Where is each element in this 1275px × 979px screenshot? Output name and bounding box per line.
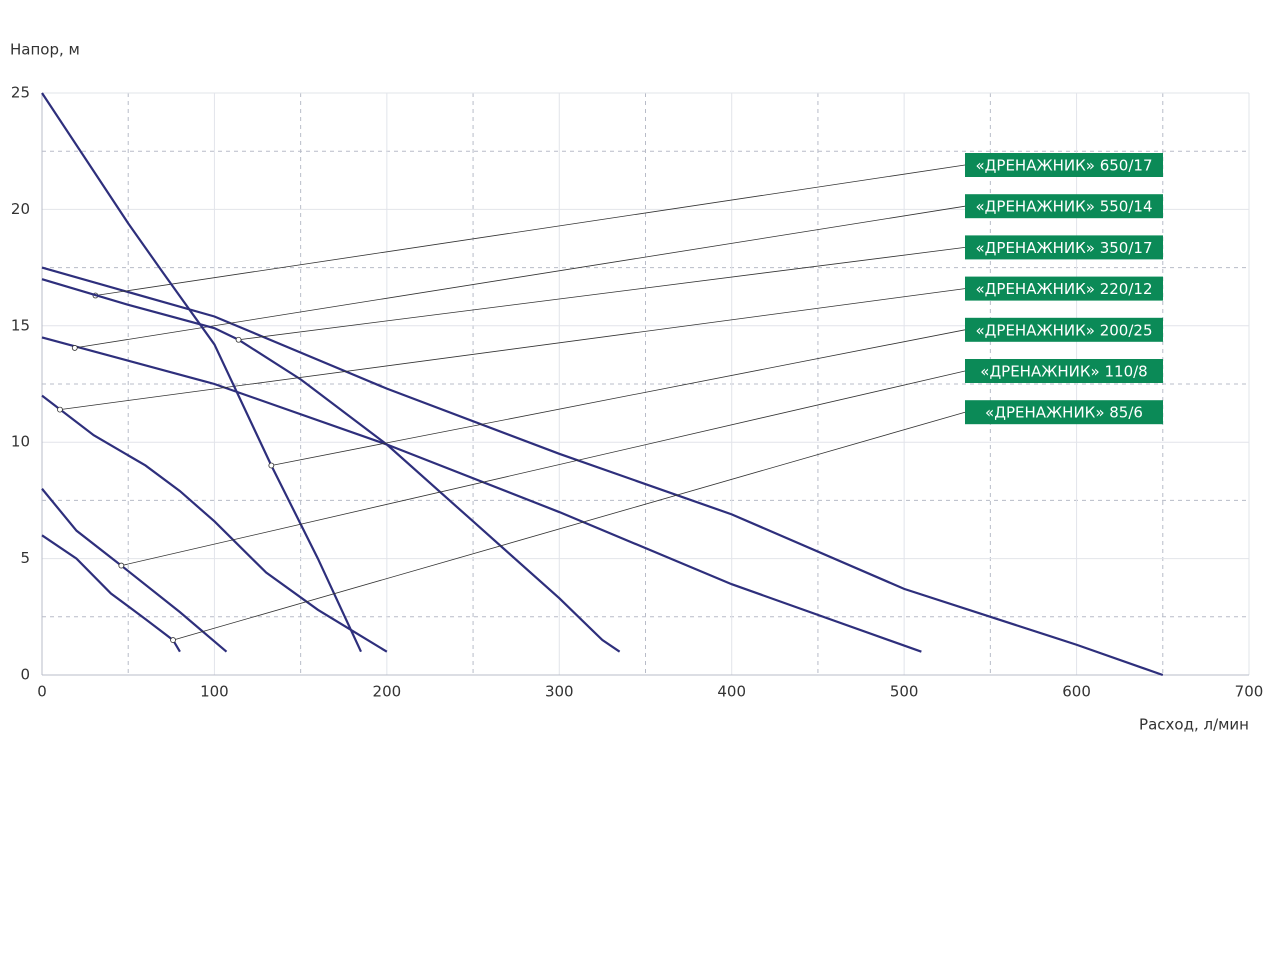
legend-box: [965, 317, 1163, 342]
legend-label: «ДРЕНАЖНИК» 85/6: [985, 404, 1143, 422]
legend-box: [965, 153, 1163, 177]
y-tick-label: 20: [11, 200, 30, 218]
y-tick-label: 25: [11, 84, 30, 102]
x-tick-label: 0: [37, 683, 47, 701]
x-tick-label: 400: [717, 683, 746, 701]
legend-box: [965, 194, 1163, 219]
x-tick-label: 200: [373, 683, 402, 701]
legend-label: «ДРЕНАЖНИК» 650/17: [976, 157, 1153, 175]
legend-label: «ДРЕНАЖНИК» 550/14: [976, 198, 1153, 216]
leader-line: [238, 247, 966, 341]
curve-marker: [268, 462, 275, 469]
legend-box: [965, 359, 1163, 383]
legend-label: «ДРЕНАЖНИК» 110/8: [980, 363, 1147, 381]
y-tick-label: 15: [11, 316, 30, 334]
curve-marker: [235, 336, 242, 343]
legend-label: «ДРЕНАЖНИК» 350/17: [976, 239, 1153, 257]
legend-box: [965, 235, 1163, 260]
y-tick-label: 10: [11, 433, 30, 451]
curve-marker: [57, 406, 63, 413]
y-tick-label: 0: [20, 666, 30, 684]
series-line: [41, 394, 388, 653]
x-tick-label: 700: [1235, 683, 1264, 701]
series-line: [41, 278, 621, 653]
legend-label: «ДРЕНАЖНИК» 220/12: [976, 280, 1153, 298]
legend-box: [965, 400, 1163, 425]
series-line: [41, 92, 362, 653]
leader-line: [95, 164, 966, 296]
legend-box: [965, 276, 1163, 301]
y-tick-label: 5: [20, 549, 30, 567]
series-line: [41, 534, 181, 653]
x-tick-label: 300: [545, 683, 574, 701]
x-tick-label: 100: [200, 683, 229, 701]
y-axis-title: Напор, м: [10, 41, 80, 59]
x-tick-label: 600: [1062, 683, 1091, 701]
leader-line: [121, 370, 966, 566]
curve-marker: [71, 345, 78, 351]
series-line: [41, 488, 228, 653]
leader-line: [59, 288, 966, 411]
series-line: [41, 266, 1164, 677]
curve-marker: [170, 637, 176, 643]
leader-line: [74, 205, 966, 349]
x-tick-label: 500: [890, 683, 919, 701]
curve-marker: [118, 562, 125, 569]
leader-line: [271, 329, 966, 466]
series-line: [41, 336, 922, 653]
legend-label: «ДРЕНАЖНИК» 200/25: [976, 321, 1153, 339]
x-axis-title: Расход, л/мин: [1139, 716, 1249, 734]
leader-line: [172, 411, 966, 641]
